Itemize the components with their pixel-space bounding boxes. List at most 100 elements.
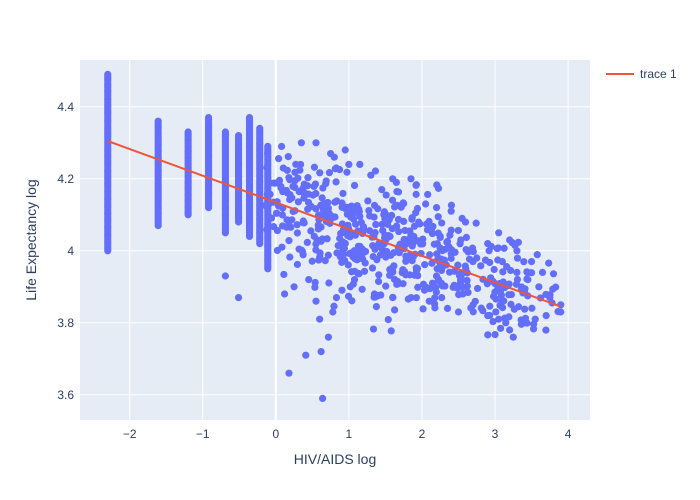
scatter-point [473,284,482,293]
scatter-point [520,319,528,327]
scatter-point [492,308,500,316]
x-tick-label: 1 [346,427,353,441]
scatter-point [221,272,230,280]
scatter-point [469,301,477,309]
scatter-point [374,277,383,286]
scatter-point [417,240,425,248]
scatter-point [507,300,515,308]
scatter-point [432,272,441,280]
scatter-point [500,244,508,252]
scatter-point [428,259,436,267]
scatter-point [529,325,538,333]
scatter-point [334,242,342,250]
scatter-point [371,228,379,237]
scatter-point [329,308,337,316]
scatter-point [284,153,292,161]
scatter-point [304,174,312,182]
scatter-point [277,142,286,151]
scatter-point [350,276,359,284]
scatter-point [312,297,320,305]
scatter-point [481,256,490,264]
legend[interactable]: trace 1 [606,67,677,81]
scatter-point [346,208,354,216]
scatter-point [317,223,325,231]
scatter-point [204,114,213,122]
scatter-point [469,308,477,316]
scatter-point [350,181,359,190]
plot-area [80,60,590,420]
scatter-point [338,286,346,294]
scatter-point [312,139,320,147]
scatter-point [312,246,320,254]
x-tick-label: 3 [492,427,499,441]
scatter-point [312,205,320,213]
scatter-point [425,217,433,226]
scatter-point [330,153,338,161]
scatter-point [343,168,351,176]
scatter-point [395,227,403,236]
scatter-point [290,283,298,291]
y-axis-title: Life Expectancy log [23,179,39,300]
scatter-point [370,290,379,298]
scatter-point [433,250,441,258]
scatter-point [307,227,315,235]
scatter-point [368,264,377,272]
scatter-point [552,283,560,291]
scatter-point [311,180,320,188]
scatter-point [387,327,395,335]
scatter-point [515,303,523,311]
scatter-point [360,267,369,275]
scatter-point [505,291,513,299]
scatter-point [256,124,264,132]
scatter-point [486,302,494,310]
scatter-point [454,226,462,235]
scatter-point [533,251,541,259]
scatter-point [499,268,507,276]
legend-label: trace 1 [640,67,677,81]
scatter-point [389,294,397,302]
scatter-point [472,219,480,227]
scatter-point [426,251,434,259]
scatter-point [447,226,455,234]
scatter-point [385,214,393,222]
scatter-point [491,288,499,296]
scatter-point [528,269,536,277]
scatter-point [340,250,348,258]
scatter-point [264,142,272,150]
scatter-point [438,219,446,227]
scatter-point [352,220,360,228]
scatter-point [479,307,487,315]
ticks: −2 −1 0 1 2 3 4 3.6 3.8 4 4.2 4.4 [57,100,571,441]
scatter-point [322,180,330,188]
scatter-point [389,175,397,183]
scatter-point [303,238,311,247]
scatter-point [297,139,305,147]
scatter-point [434,184,443,192]
scatter-point [451,248,459,256]
scatter-point [365,206,373,215]
scatter-point [353,203,361,211]
scatter-point [394,215,403,224]
scatter-point [542,326,550,334]
scatter-point [433,265,441,273]
scatter-point [432,283,440,291]
scatter-point [489,317,497,326]
scatter-point [318,194,326,202]
scatter-point [285,237,293,245]
scatter-point [432,204,441,212]
scatter-point [528,304,536,312]
scatter-point [412,264,420,272]
scatter-point [428,229,437,238]
scatter-point [455,290,463,299]
scatter-point [369,325,378,333]
scatter-point [300,219,308,227]
scatter-point [315,256,323,264]
scatter-point [325,169,334,177]
scatter-point [354,269,362,278]
x-tick-label: 2 [419,427,426,441]
scatter-point [458,275,466,283]
scatter-point [358,245,366,253]
scatter-point [324,333,333,341]
scatter-point [462,245,470,254]
scatter-point [382,191,390,199]
